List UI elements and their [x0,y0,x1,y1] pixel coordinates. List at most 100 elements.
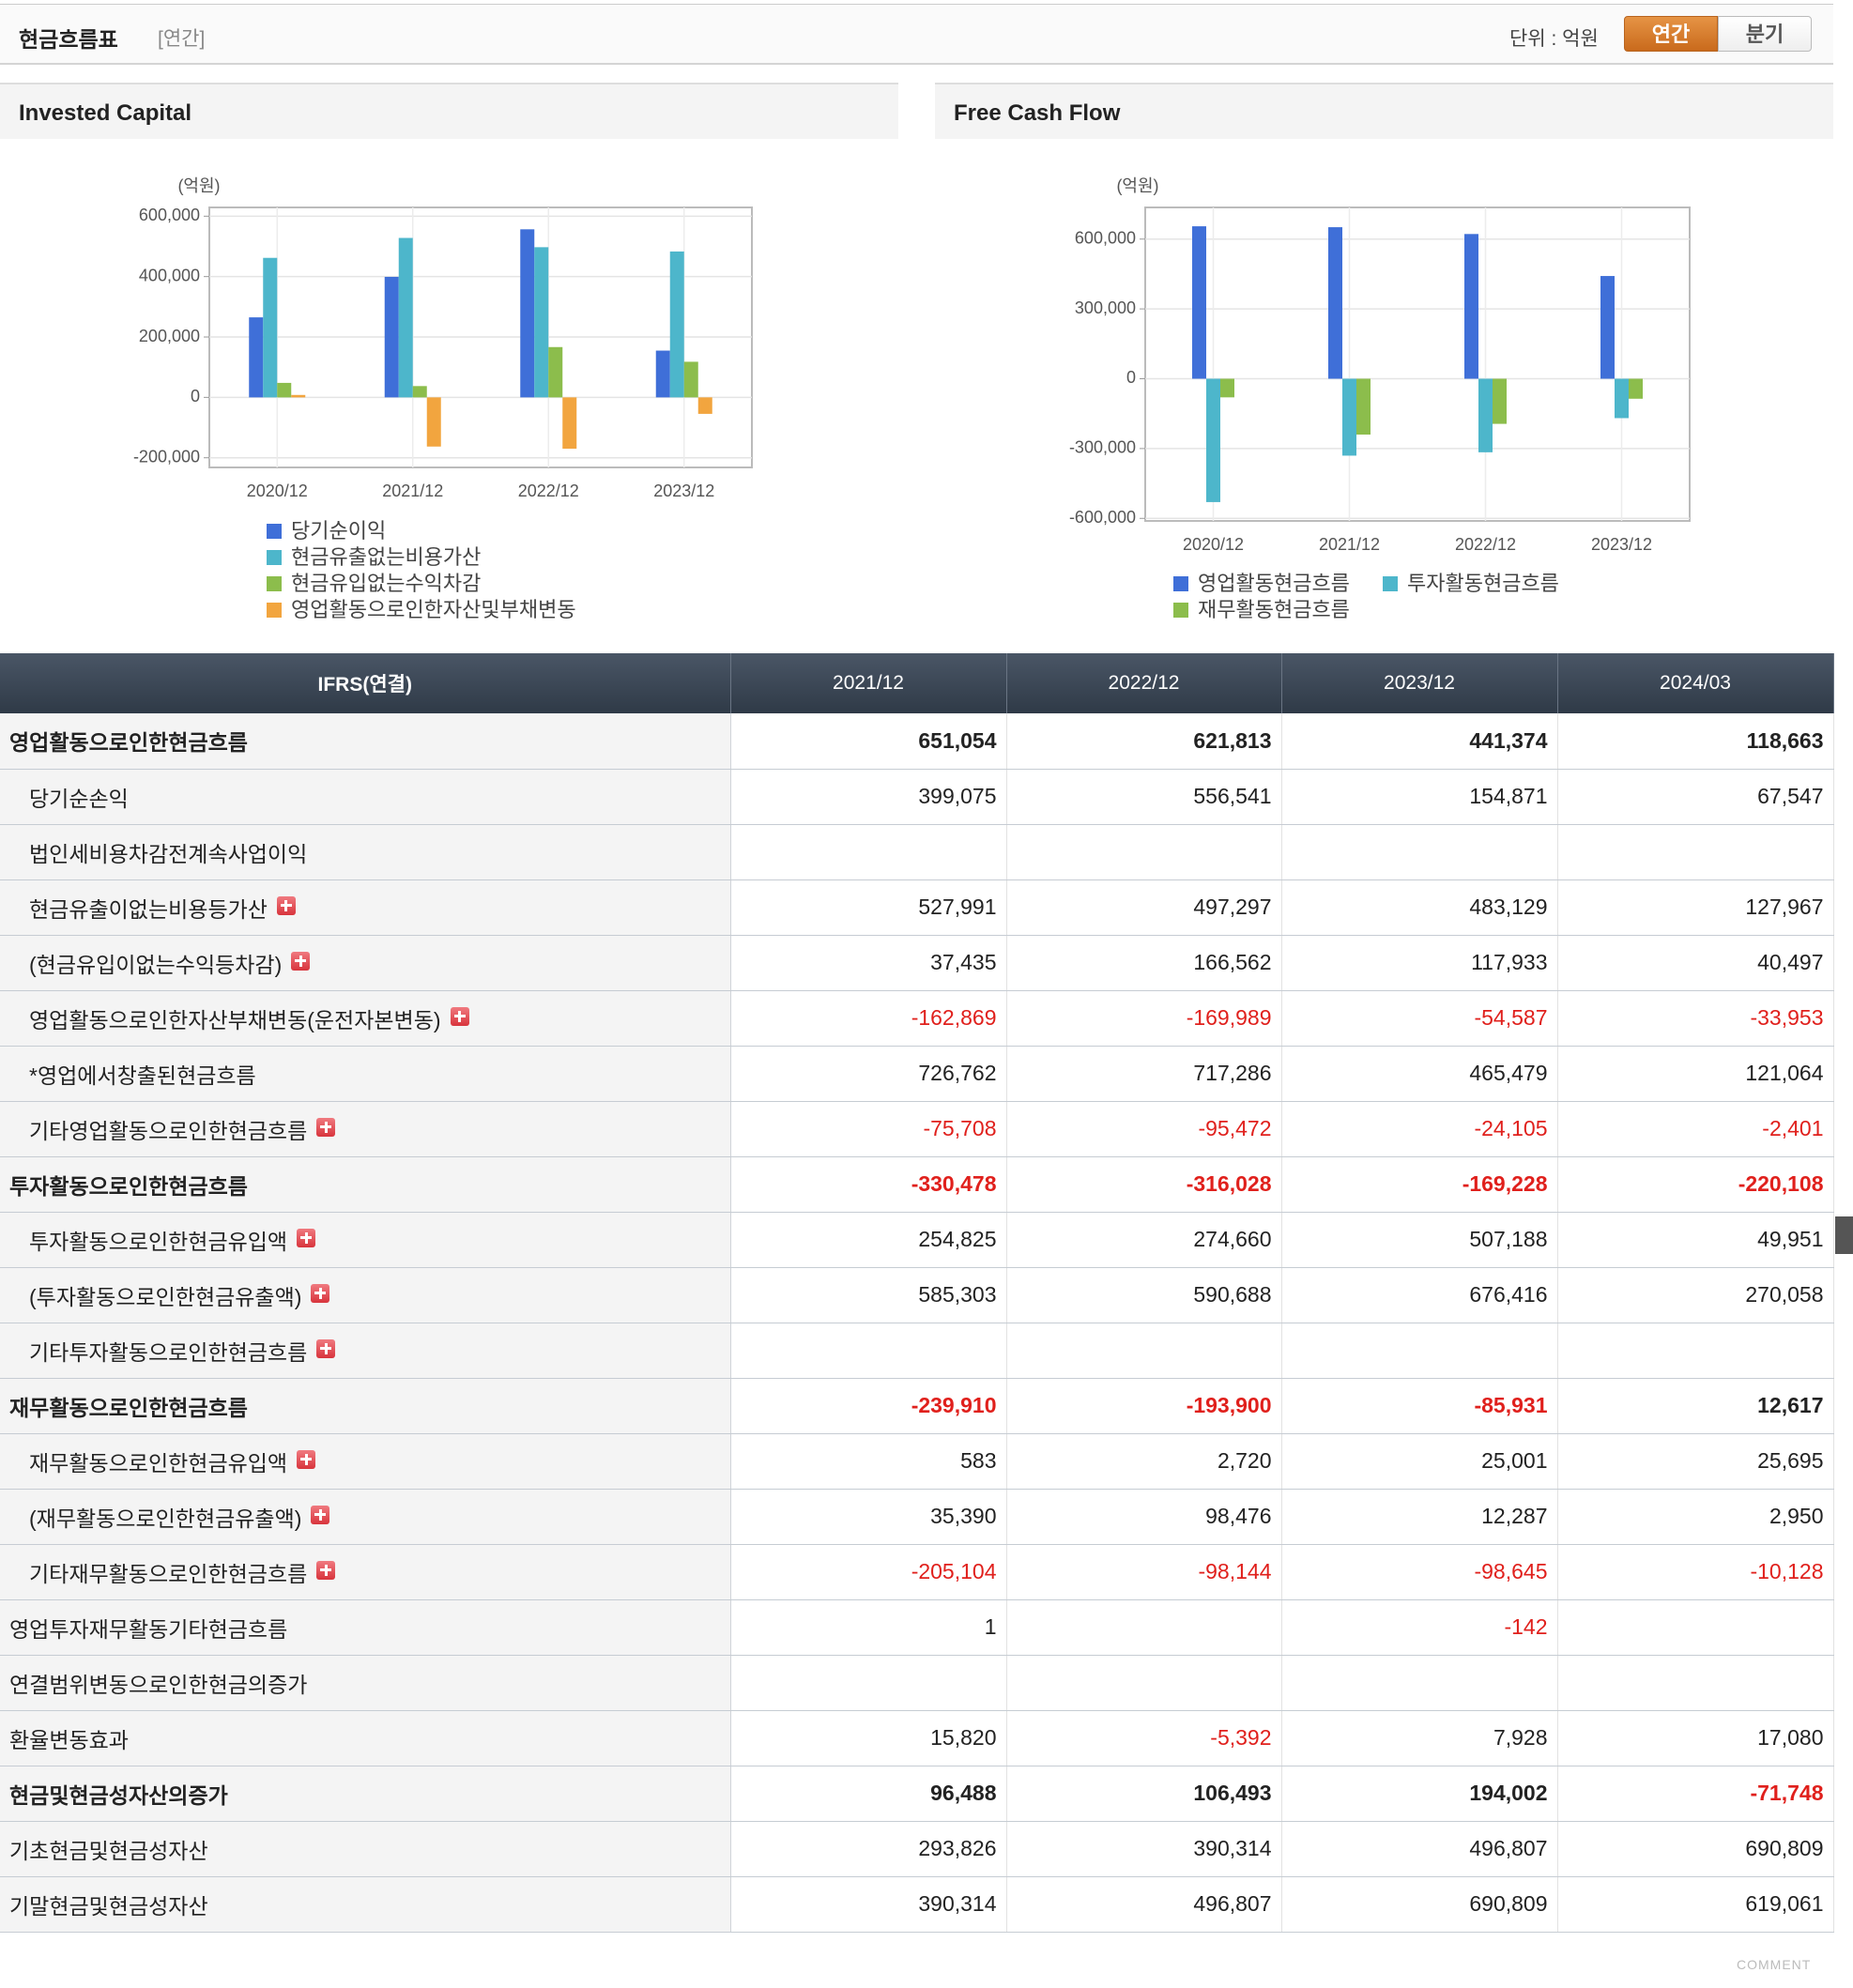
unit-label: 단위 : 억원 [1509,28,1599,50]
y-tick-label: -300,000 [1069,438,1136,457]
value-cell: 98,476 [1006,1489,1282,1545]
expand-icon[interactable] [311,1283,330,1303]
table-row: 영업투자재무활동기타현금흐름 1 -142 [0,1599,1834,1656]
tab-quarter[interactable]: 분기 [1718,16,1812,52]
row-label-cell: 연결범위변동으로인한현금의증가 [0,1655,731,1711]
row-label-cell: 기초현금및현금성자산 [0,1821,731,1877]
row-label-cell: 영업활동으로인한현금흐름 [0,713,731,770]
row-label-cell: 법인세비용차감전계속사업이익 [0,824,731,880]
bar [412,386,427,398]
y-tick-label: 300,000 [1075,298,1136,317]
x-tick-label: 2021/12 [382,482,443,500]
value-cell: 726,762 [730,1046,1007,1102]
value-cell: 390,314 [1006,1821,1282,1877]
value-cell: 96,488 [730,1766,1007,1822]
table-row: 기초현금및현금성자산 293,826 390,314 496,807 690,809 [0,1821,1834,1877]
value-cell [1281,1655,1558,1711]
table-row: 연결범위변동으로인한현금의증가 [0,1655,1834,1711]
row-label-cell: 당기순손익 [0,769,731,825]
expand-icon[interactable] [297,1449,316,1469]
bar [697,397,712,414]
value-cell: -169,989 [1006,990,1282,1047]
value-cell: 583 [730,1433,1007,1490]
legend-swatch [267,524,282,539]
value-cell: 465,479 [1281,1046,1558,1102]
chart: (억원) -600,000 -300,000 0 300,000 600,000 2020/… [1069,176,1691,621]
y-tick-label: 400,000 [139,266,200,284]
value-cell: 590,688 [1006,1267,1282,1323]
table-row: 법인세비용차감전계속사업이익 [0,824,1834,880]
value-cell: 15,820 [730,1710,1007,1766]
value-cell: 496,807 [1006,1876,1282,1933]
bar [263,257,278,398]
chart-panel: Invested Capital (억원) -200,000 0 200,000 400… [0,83,898,648]
chart: (억원) -200,000 0 200,000 400,000 600,000 2020/1… [133,176,753,621]
x-tick-label: 2020/12 [247,482,308,500]
value-cell: -220,108 [1557,1156,1834,1213]
value-cell: 621,813 [1006,713,1282,770]
value-cell: 1 [730,1599,1007,1656]
expand-icon[interactable] [316,1560,336,1580]
legend-label: 영업활동으로인한자산및부채변동 [291,598,576,621]
value-cell: 12,287 [1281,1489,1558,1545]
value-cell: 118,663 [1557,713,1834,770]
tab-annual[interactable]: 연간 [1624,16,1718,52]
bar [1342,378,1356,456]
bar [1206,378,1220,502]
value-cell: 483,129 [1281,879,1558,936]
table-row: (재무활동으로인한현금유출액) 35,390 98,476 12,287 2,950 [0,1489,1834,1545]
chart-title: Free Cash Flow [935,83,1833,139]
table-row: 기타영업활동으로인한현금흐름 -75,708 -95,472 -24,105 -2,40… [0,1101,1834,1157]
value-cell: -98,144 [1006,1544,1282,1600]
value-cell: -162,869 [730,990,1007,1047]
row-label-cell: 재무활동으로인한현금흐름 [0,1378,731,1434]
value-cell: 154,871 [1281,769,1558,825]
row-label: 당기순손익 [29,786,129,811]
value-cell: 17,080 [1557,1710,1834,1766]
expand-icon[interactable] [316,1338,336,1358]
table-row: 현금유출이없는비용등가산 527,991 497,297 483,129 127,967 [0,879,1834,936]
legend-label: 당기순이익 [291,519,386,543]
legend-label: 현금유입없는수익차감 [291,572,481,595]
value-cell: 194,002 [1281,1766,1558,1822]
bar [562,397,577,450]
row-label: 현금유출이없는비용등가산 [29,896,268,922]
value-cell: 121,064 [1557,1046,1834,1102]
row-label-cell: 기타재무활동으로인한현금흐름 [0,1544,731,1600]
table-row: 재무활동으로인한현금흐름 -239,910 -193,900 -85,931 12,61… [0,1378,1834,1434]
bar [277,382,292,398]
row-label: 기말현금및현금성자산 [9,1893,208,1919]
bar [1464,234,1478,379]
value-cell: 25,001 [1281,1433,1558,1490]
row-label: 기타재무활동으로인한현금흐름 [29,1561,308,1586]
expand-icon[interactable] [450,1006,469,1026]
value-cell: 441,374 [1281,713,1558,770]
expand-icon[interactable] [291,951,311,971]
value-cell [1557,1599,1834,1656]
x-tick-label: 2022/12 [1455,535,1516,554]
value-cell: 7,928 [1281,1710,1558,1766]
x-tick-label: 2020/12 [1183,535,1244,554]
value-cell: 2,950 [1557,1489,1834,1545]
bar [1328,227,1342,379]
value-cell [1006,1655,1282,1711]
header-row: IFRS(연결) 2021/12 2022/12 2023/12 2024/03 [0,653,1834,713]
value-cell: -205,104 [730,1544,1007,1600]
expand-icon[interactable] [311,1505,330,1524]
bar [249,317,264,398]
side-handle[interactable] [1835,1216,1853,1254]
expand-icon[interactable] [316,1117,336,1137]
cash-flow-table: IFRS(연결) 2021/12 2022/12 2023/12 2024/03 영업활동… [0,653,1834,1933]
value-cell: -33,953 [1557,990,1834,1047]
row-label-cell: 영업투자재무활동기타현금흐름 [0,1599,731,1656]
row-label: (투자활동으로인한현금유출액) [29,1284,302,1309]
bar [398,237,413,398]
value-cell [1006,824,1282,880]
expand-icon[interactable] [276,895,296,915]
value-cell: 35,390 [730,1489,1007,1545]
value-cell: -54,587 [1281,990,1558,1047]
table-row: 재무활동으로인한현금유입액 583 2,720 25,001 25,695 [0,1433,1834,1490]
value-cell: 619,061 [1557,1876,1834,1933]
row-label: 투자활동으로인한현금흐름 [9,1173,248,1199]
expand-icon[interactable] [297,1228,316,1247]
